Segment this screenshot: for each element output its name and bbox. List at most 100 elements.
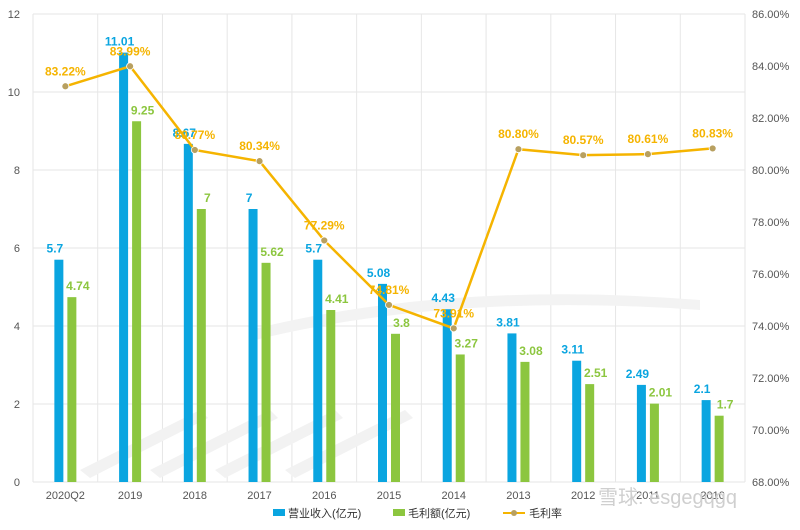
legend-label-gross-margin: 毛利率 xyxy=(529,506,562,520)
y-left-tick-label: 2 xyxy=(14,399,20,411)
data-label-gross-margin: 80.77% xyxy=(174,128,215,142)
bar-revenue xyxy=(636,384,646,482)
y-right-tick-label: 74.00% xyxy=(752,321,790,333)
y-left-tick-label: 8 xyxy=(14,165,20,177)
background-shadow xyxy=(80,410,208,478)
x-tick-label: 2020Q2 xyxy=(46,490,85,502)
marker-gross-margin xyxy=(126,62,134,71)
data-label-gross-margin: 80.57% xyxy=(563,133,604,147)
bar-gross-profit xyxy=(261,262,271,482)
bar-gross-profit xyxy=(132,121,142,482)
bar-revenue xyxy=(313,259,323,482)
data-label-gross-profit: 2.01 xyxy=(649,386,673,400)
legend-marker-gross-margin xyxy=(511,510,517,516)
data-label-gross-margin: 74.81% xyxy=(369,283,410,297)
bar-revenue xyxy=(378,283,387,482)
data-label-revenue: 5.08 xyxy=(367,266,391,280)
data-label-gross-margin: 77.29% xyxy=(304,218,345,232)
legend-swatch-gross-profit xyxy=(393,509,405,516)
data-label-revenue: 5.7 xyxy=(47,242,64,256)
y-right-tick-label: 82.00% xyxy=(752,113,790,125)
data-label-revenue: 7 xyxy=(246,191,253,205)
x-tick-label: 2010 xyxy=(700,490,724,502)
marker-gross-margin xyxy=(255,157,264,166)
marker-gross-margin xyxy=(449,324,458,333)
y-right-tick-label: 76.00% xyxy=(752,269,790,281)
data-label-gross-profit: 3.08 xyxy=(519,344,543,358)
data-label-revenue: 5.7 xyxy=(305,242,322,256)
background-shadow xyxy=(215,410,343,478)
x-tick-label: 2012 xyxy=(571,490,595,502)
bar-revenue xyxy=(119,52,129,483)
x-tick-label: 2014 xyxy=(441,490,465,502)
data-label-revenue: 4.43 xyxy=(432,291,456,305)
data-label-revenue: 2.49 xyxy=(626,367,650,381)
y-left-tick-label: 10 xyxy=(8,87,20,99)
bar-revenue xyxy=(507,333,517,482)
bar-revenue xyxy=(572,360,582,482)
bar-revenue xyxy=(183,143,193,482)
data-label-gross-margin: 80.61% xyxy=(628,132,669,146)
legend-label-gross-profit: 毛利额(亿元) xyxy=(408,507,470,520)
data-label-gross-margin: 73.91% xyxy=(433,306,474,320)
x-tick-label: 2017 xyxy=(247,490,271,502)
bar-gross-profit xyxy=(585,384,595,482)
bar-gross-profit xyxy=(520,361,530,482)
bar-gross-profit xyxy=(391,333,400,482)
data-label-gross-profit: 9.25 xyxy=(131,103,155,117)
x-tick-label: 2015 xyxy=(377,490,401,502)
marker-gross-margin xyxy=(644,150,652,159)
background-shadow xyxy=(150,410,278,478)
y-right-tick-label: 72.00% xyxy=(752,373,790,385)
bar-revenue xyxy=(248,209,258,482)
y-right-tick-label: 84.00% xyxy=(752,61,790,73)
watermark-text: 雪球: esgegqgq xyxy=(598,486,737,509)
data-label-gross-profit: 4.74 xyxy=(66,279,90,293)
data-label-gross-margin: 80.80% xyxy=(498,127,539,141)
marker-gross-margin xyxy=(190,146,199,154)
marker-gross-margin xyxy=(579,151,588,160)
marker-gross-margin xyxy=(61,82,70,91)
marker-gross-margin xyxy=(320,236,329,245)
bar-gross-profit xyxy=(455,354,465,482)
data-label-gross-profit: 7 xyxy=(204,191,211,205)
y-left-tick-label: 0 xyxy=(14,477,20,489)
x-tick-label: 2013 xyxy=(506,490,530,502)
data-label-gross-margin: 83.22% xyxy=(45,64,86,78)
y-left-tick-label: 6 xyxy=(14,243,20,255)
bar-gross-profit xyxy=(326,310,336,482)
data-label-gross-profit: 3.8 xyxy=(393,316,410,330)
bar-revenue xyxy=(701,400,711,482)
bar-revenue xyxy=(442,309,452,482)
bar-gross-profit xyxy=(714,415,724,482)
data-label-gross-margin: 83.99% xyxy=(110,44,151,58)
bar-gross-profit xyxy=(67,297,77,482)
y-right-tick-label: 68.00% xyxy=(752,477,790,489)
background-swoosh xyxy=(250,294,700,340)
y-left-tick-label: 4 xyxy=(14,321,20,333)
data-label-revenue: 11.01 xyxy=(105,35,135,49)
data-label-gross-profit: 2.51 xyxy=(584,366,608,380)
legend-label-revenue: 营业收入(亿元) xyxy=(288,506,361,520)
bar-gross-profit xyxy=(196,209,206,482)
bar-gross-profit xyxy=(649,403,659,482)
marker-gross-margin xyxy=(708,144,717,153)
x-tick-label: 2011 xyxy=(636,490,660,502)
y-left-tick-label: 12 xyxy=(8,9,20,21)
data-label-gross-margin: 80.34% xyxy=(239,139,280,153)
x-tick-label: 2016 xyxy=(312,490,336,502)
legend-swatch-revenue xyxy=(273,509,285,516)
data-label-gross-profit: 3.27 xyxy=(455,336,479,350)
x-tick-label: 2018 xyxy=(183,490,207,502)
x-tick-label: 2019 xyxy=(118,490,142,502)
data-label-revenue: 3.81 xyxy=(496,315,520,329)
data-label-gross-margin: 80.83% xyxy=(692,126,733,140)
marker-gross-margin xyxy=(514,145,523,154)
data-label-revenue: 3.11 xyxy=(561,343,584,357)
y-right-tick-label: 78.00% xyxy=(752,217,790,229)
data-label-gross-profit: 5.62 xyxy=(260,245,284,259)
y-right-tick-label: 86.00% xyxy=(752,9,790,21)
marker-gross-margin xyxy=(385,301,393,309)
